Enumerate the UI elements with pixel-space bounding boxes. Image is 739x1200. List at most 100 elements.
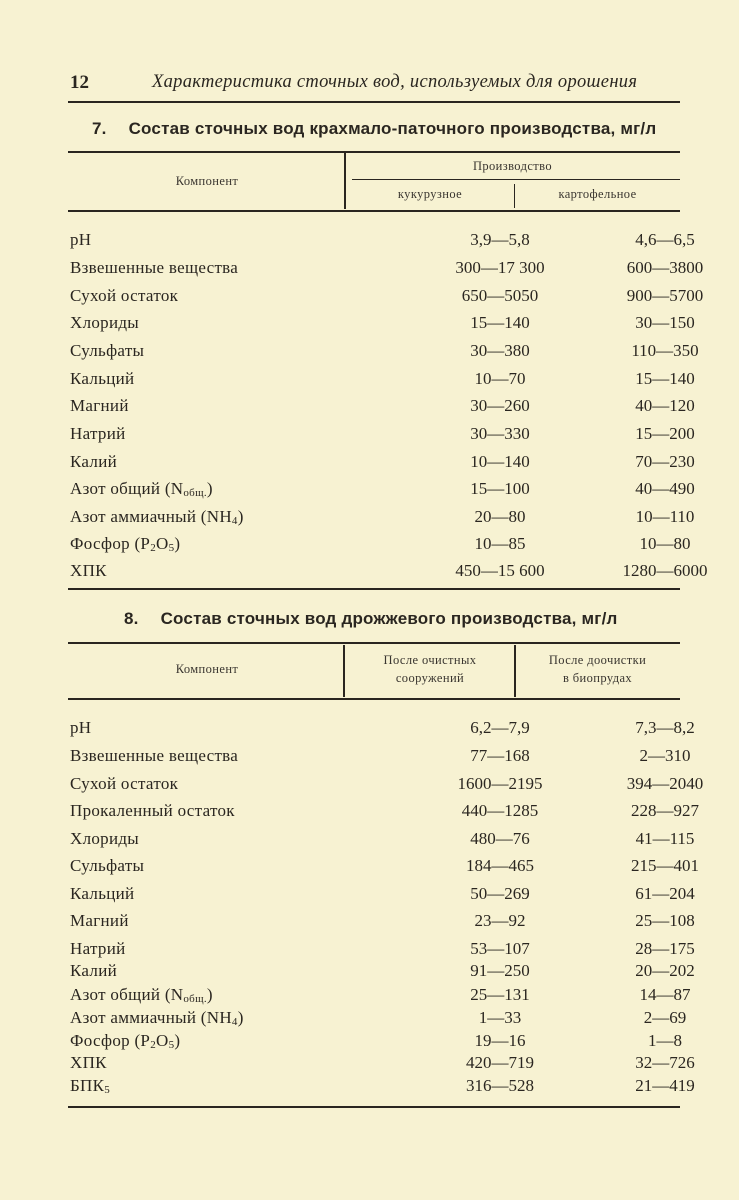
row-label: Взвешенные вещества (70, 746, 238, 766)
row-value-1: 450—15 600 (455, 561, 545, 580)
table8-header-col1-line1: После очистных (383, 653, 477, 667)
table8-header-col2-line2: в биопрудах (562, 671, 633, 685)
row-value-2: 15—140 (635, 369, 695, 388)
row-label-text: Магний (70, 396, 129, 415)
row-label-text: ХПК (70, 561, 107, 580)
row-label-text: Кальций (70, 884, 135, 903)
row-label-subscript: 2 (150, 1039, 157, 1051)
row-value-1: 1—33 (478, 1008, 522, 1027)
table7-header-col2: картофельное (558, 187, 637, 201)
row-label-tail: ) (237, 507, 244, 526)
row-value-1: 184—465 (466, 856, 534, 875)
row-label-tail: ) (174, 1031, 181, 1050)
row-value-1: 10—85 (474, 534, 526, 553)
row-value-1: 23—92 (474, 911, 526, 930)
table7-header-group: Производство (472, 159, 553, 173)
row-value-2: 40—120 (635, 396, 695, 415)
row-label: Кальций (70, 369, 134, 389)
row-value-1: 15—140 (470, 313, 530, 332)
running-title: Характеристика сточных вод, используемых… (152, 72, 638, 92)
row-label-text: Прокаленный остаток (70, 801, 235, 820)
row-label-tail: ) (206, 479, 213, 498)
row-value-2: 25—108 (635, 911, 695, 930)
row-label: Прокаленный остаток (70, 801, 235, 821)
table7-header-rule (68, 210, 680, 212)
row-label-subscript: общ. (183, 993, 207, 1005)
row-value-2: 32—726 (635, 1053, 695, 1072)
row-value-2: 1—8 (648, 1031, 682, 1050)
row-label-text: Магний (70, 911, 129, 930)
row-label: Хлориды (70, 313, 139, 333)
row-value-1: 53—107 (470, 939, 530, 958)
row-value-2: 2—310 (639, 746, 691, 765)
row-value-1: 77—168 (470, 746, 530, 765)
row-label-text: Хлориды (70, 829, 140, 848)
table8-number: 8. (124, 609, 139, 628)
row-value-2: 10—80 (639, 534, 691, 553)
row-label-tail: ) (174, 534, 181, 553)
row-label: Сульфаты (70, 856, 144, 876)
row-label: Натрий (70, 939, 126, 959)
table8-divider-1 (343, 645, 345, 697)
row-label-text: Фосфор (P (70, 534, 151, 553)
row-label-text: Азот общий (N (70, 479, 184, 498)
row-label-subscript: 4 (231, 1016, 238, 1028)
row-label: Фосфор (P2O5) (70, 534, 180, 554)
row-label: ХПК (70, 1053, 107, 1073)
table8-bottom-rule (68, 1106, 680, 1108)
table8-header-col1-line2: сооружений (395, 671, 465, 685)
row-label-text: Сухой остаток (70, 774, 179, 793)
row-label: Хлориды (70, 829, 139, 849)
row-value-2: 14—87 (639, 985, 691, 1004)
row-value-2: 61—204 (635, 884, 695, 903)
row-value-2: 2—69 (643, 1008, 687, 1027)
row-value-1: 91—250 (470, 961, 530, 980)
row-label-subscript: 5 (104, 1084, 111, 1096)
row-value-1: 25—131 (470, 985, 530, 1004)
table7-number: 7. (92, 119, 107, 138)
row-value-2: 1280—6000 (622, 561, 708, 580)
row-label-text: Кальций (70, 369, 135, 388)
table7-top-rule (68, 151, 680, 153)
row-value-1: 30—260 (470, 396, 530, 415)
table8-top-rule (68, 642, 680, 644)
row-value-2: 600—3800 (626, 258, 704, 277)
row-label-text: Азот аммиачный (NH (70, 1008, 232, 1027)
row-value-2: 70—230 (635, 452, 695, 471)
row-label-tail: O (156, 1031, 169, 1050)
table8-divider-2 (514, 645, 516, 697)
row-value-1: 19—16 (474, 1031, 526, 1050)
row-label: Калий (70, 452, 117, 472)
row-value-1: 15—100 (470, 479, 530, 498)
row-value-2: 4,6—6,5 (635, 230, 695, 249)
row-value-1: 10—140 (470, 452, 530, 471)
header-rule (68, 101, 680, 103)
row-value-1: 300—17 300 (455, 258, 545, 277)
row-value-2: 21—419 (635, 1076, 695, 1095)
row-value-1: 420—719 (466, 1053, 534, 1072)
row-value-2: 7,3—8,2 (635, 718, 695, 737)
row-label: Сульфаты (70, 341, 144, 361)
row-label: Взвешенные вещества (70, 258, 238, 278)
row-label-text: Взвешенные вещества (70, 258, 239, 277)
table7-title: 7. Состав сточных вод крахмало-паточного … (92, 119, 656, 139)
row-value-1: 3,9—5,8 (470, 230, 530, 249)
row-value-2: 30—150 (635, 313, 695, 332)
row-value-2: 215—401 (631, 856, 699, 875)
row-label: Калий (70, 961, 117, 981)
row-label: pH (70, 718, 91, 738)
row-value-1: 10—70 (474, 369, 526, 388)
row-label-tail: O (156, 534, 169, 553)
row-label-subscript: 5 (168, 542, 175, 554)
table8-title-text: Состав сточных вод дрожжевого производст… (160, 609, 618, 628)
row-label-subscript: 4 (231, 515, 238, 527)
row-label-text: Азот аммиачный (NH (70, 507, 232, 526)
table7-header-component: Компонент (175, 174, 239, 188)
row-label: Азот аммиачный (NH4) (70, 507, 244, 527)
table8-header-col1: После очистных сооружений (345, 649, 515, 689)
row-label-text: Натрий (70, 424, 126, 443)
table8-header-col2-line1: После доочистки (548, 653, 647, 667)
row-value-1: 1600—2195 (457, 774, 543, 793)
table7-divider (344, 153, 346, 209)
row-label-text: pH (70, 718, 92, 737)
